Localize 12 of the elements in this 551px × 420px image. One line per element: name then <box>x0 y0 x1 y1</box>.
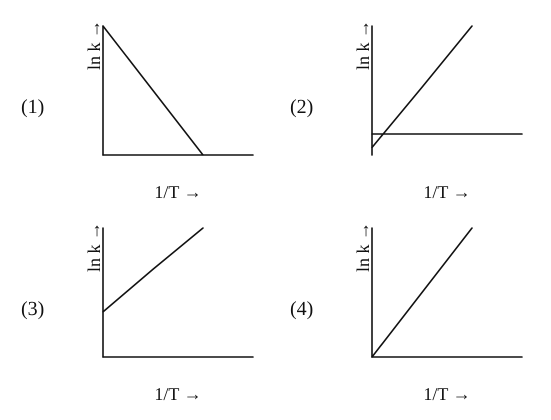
x-axis-title: 1/T → <box>154 182 202 202</box>
x-axis-title: 1/T → <box>423 384 471 404</box>
x-axis-title: 1/T → <box>423 182 471 202</box>
y-axis-title: ln k → <box>84 222 104 272</box>
y-axis-title: ln k → <box>84 20 104 70</box>
text: (3) <box>21 298 44 320</box>
y-axis-title: ln k → <box>353 222 373 272</box>
text: (4) <box>290 298 314 320</box>
text: (2) <box>290 96 314 118</box>
x-axis-title: 1/T → <box>154 384 202 404</box>
y-axis-title: ln k → <box>353 20 373 70</box>
text: (1) <box>21 96 44 118</box>
